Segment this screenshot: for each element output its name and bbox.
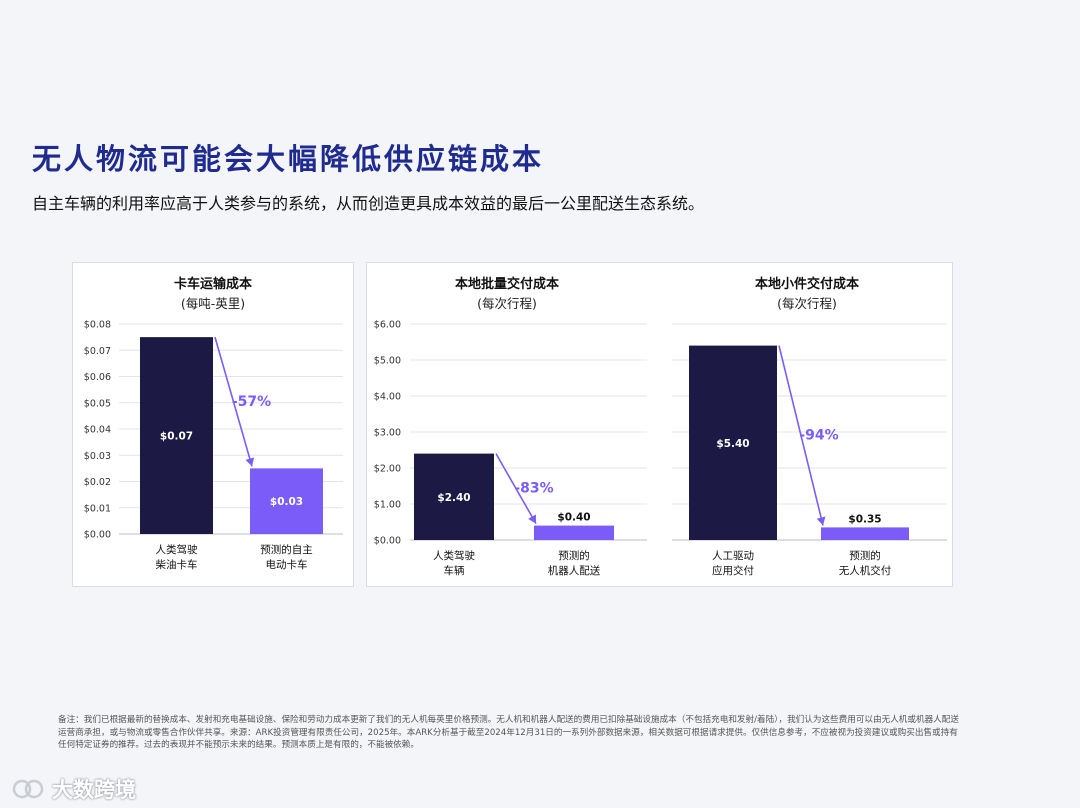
bar-current [689,345,777,540]
watermark: 大数跨境 [12,774,136,804]
y-tick-label: $0.07 [84,346,111,357]
y-tick-label: $6.00 [374,320,401,331]
category-label: 预测的自主 [260,543,313,556]
change-arrow-head [245,457,255,467]
category-label: 机器人配送 [548,564,601,577]
category-label: 预测的 [849,549,881,562]
y-tick-label: $2.00 [374,464,401,475]
bar-value-label: $0.35 [848,513,881,525]
delivery-cost-charts: 本地批量交付成本 (每次行程) $0.00 $1.00 $2.00 $3.00 $4.00 $… [374,276,947,577]
chart-title: 本地批量交付成本 [455,276,559,292]
bar-value-label: $5.40 [716,438,749,450]
change-arrow-line [495,453,537,524]
category-label: 车辆 [444,564,465,577]
category-label: 应用交付 [712,564,754,577]
chart-title: 本地小件交付成本 [755,276,859,292]
category-label: 人类驾驶 [433,549,475,562]
category-label: 人类驾驶 [156,543,198,556]
y-tick-label: $0.08 [84,320,111,331]
bar-value-label: $2.40 [437,492,470,504]
trucking-cost-chart: 卡车运输成本 (每吨-英里) $0.00 $0.01 $0.02 $0.03 $0.04 $0… [84,276,343,571]
bar-value-label: $0.07 [160,431,193,443]
chart-panel-trucking: 卡车运输成本 (每吨-英里) $0.00 $0.01 $0.02 $0.03 $0.04 $0… [72,262,354,587]
footnote-line: 任何特定证券的推荐。过去的表现并不能预示未来的结果。预测本质上是有限的，不能被依… [58,740,419,750]
page-title: 无人物流可能会大幅降低供应链成本 [32,142,545,176]
footnote-line: 运营商承担，或与物流或零售合作伙伴共享。来源：ARK投资管理有限责任公司，202… [58,727,958,738]
footnote-line: 备注：我们已根据最新的替换成本、发射和充电基础设施、保险和劳动力成本更新了我们的… [58,715,959,725]
bar-current [414,453,494,540]
category-label: 无人机交付 [839,564,892,577]
category-label: 预测的 [558,549,590,562]
y-tick-label: $4.00 [374,392,401,403]
chart-subtitle: (每吨-英里) [181,296,245,311]
change-arrow-head [528,514,536,524]
y-tick-label: $3.00 [374,428,401,439]
footnotes: 备注：我们已根据最新的替换成本、发射和充电基础设施、保险和劳动力成本更新了我们的… [58,714,1023,752]
category-label: 人工驱动 [712,550,754,562]
category-label: 电动卡车 [266,558,308,571]
bar-value-label: $0.40 [557,512,590,524]
bar-projected [534,525,614,540]
chart-panel-delivery: 本地批量交付成本 (每次行程) $0.00 $1.00 $2.00 $3.00 $4.00 $… [366,262,953,587]
chart-subtitle: (每次行程) [477,296,537,311]
y-tick-label: $0.02 [84,477,111,488]
chart-subtitle: (每次行程) [777,296,837,311]
change-arrow-head [816,516,826,526]
y-tick-label: $0.01 [84,503,111,514]
y-tick-label: $0.05 [84,398,111,409]
y-tick-label: $0.00 [84,530,111,541]
y-tick-label: $0.03 [84,451,111,462]
change-arrow-line [214,336,253,467]
change-arrow-line [778,345,824,526]
chart-group: 卡车运输成本 (每吨-英里) $0.00 $0.01 $0.02 $0.03 $0.04 $0… [84,276,343,571]
bar-value-label: $0.03 [270,496,303,508]
chart-group: 本地批量交付成本 (每次行程) $0.00 $1.00 $2.00 $3.00 $4.00 $… [374,276,647,577]
change-label: -83% [514,481,553,497]
chart-title: 卡车运输成本 [174,276,252,292]
change-label: -57% [232,394,271,410]
bar-projected [250,468,323,534]
y-tick-label: $1.00 [374,500,401,511]
y-tick-label: $5.00 [374,356,401,367]
change-label: -94% [799,428,838,444]
bar-projected [821,527,909,540]
y-tick-label: $0.06 [84,372,111,383]
watermark-text: 大数跨境 [52,778,136,802]
y-tick-label: $0.04 [84,425,111,436]
brand-logo-icon [12,779,44,799]
bar-current [140,337,213,534]
page-subtitle: 自主车辆的利用率应高于人类参与的系统，从而创造更具成本效益的最后一公里配送生态系… [32,194,705,213]
category-label: 柴油卡车 [156,558,198,571]
y-tick-label: $0.00 [374,536,401,547]
